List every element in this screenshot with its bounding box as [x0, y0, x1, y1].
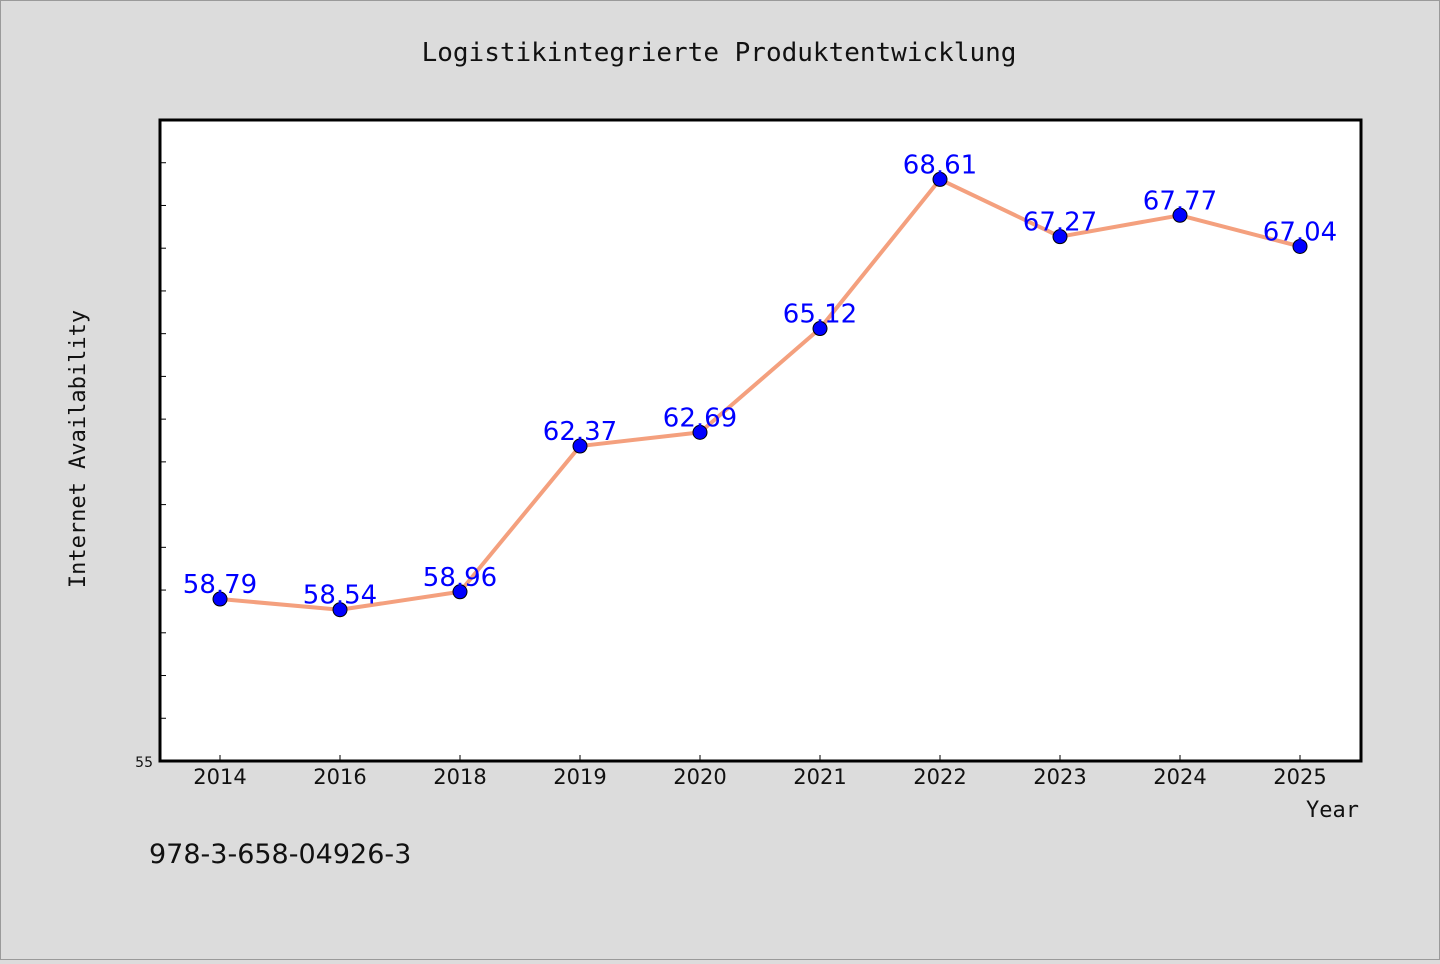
data-label: 58.79	[183, 570, 257, 600]
data-point	[572, 438, 588, 454]
y-axis-min-label: 55	[135, 755, 153, 771]
data-label: 67.04	[1263, 217, 1337, 247]
x-tick-label: 2021	[793, 765, 846, 789]
data-point	[692, 424, 708, 440]
data-label: 68.61	[903, 150, 977, 180]
x-tick-label: 2019	[553, 765, 606, 789]
data-point	[332, 602, 348, 618]
y-axis-label: Internet Availability	[66, 310, 91, 588]
data-label: 65.12	[783, 300, 857, 330]
data-point	[1292, 238, 1308, 254]
data-label: 62.37	[543, 417, 617, 447]
data-label: 58.54	[303, 581, 377, 611]
data-point	[932, 171, 948, 187]
x-tick-label: 2018	[433, 765, 486, 789]
data-point	[212, 591, 228, 607]
x-tick-label: 2016	[313, 765, 366, 789]
data-label: 58.96	[423, 563, 497, 593]
series-line	[219, 177, 1301, 612]
y-axis-ticks	[160, 162, 166, 719]
plot-area	[158, 118, 1363, 763]
chart-title: Logistikintegrierte Produktentwicklung	[422, 38, 1017, 68]
data-point	[812, 321, 828, 337]
data-label: 67.27	[1023, 208, 1097, 238]
x-tick-label: 2014	[193, 765, 246, 789]
data-label: 67.77	[1143, 186, 1217, 216]
x-axis-label: Year	[1306, 798, 1359, 823]
series-line-group	[219, 177, 1301, 612]
x-tick-label: 2020	[673, 765, 726, 789]
data-point-group	[212, 171, 1308, 618]
data-point	[1172, 207, 1188, 223]
x-axis-ticks	[219, 755, 1301, 761]
data-label: 62.69	[663, 403, 737, 433]
data-point	[452, 584, 468, 600]
x-axis-tick-labels: 2014 2016 2018 2019 2020 2021 2022 2023 2024 2025	[193, 765, 1326, 789]
data-point	[1052, 229, 1068, 245]
x-tick-label: 2025	[1273, 765, 1326, 789]
x-tick-label: 2023	[1033, 765, 1086, 789]
x-tick-label: 2022	[913, 765, 966, 789]
data-label-group: 58.79 58.54 58.96 62.37 62.69 65.12 68.61 67.27…	[183, 150, 1337, 610]
x-tick-label: 2024	[1153, 765, 1206, 789]
footer-isbn: 978-3-658-04926-3	[149, 839, 411, 870]
